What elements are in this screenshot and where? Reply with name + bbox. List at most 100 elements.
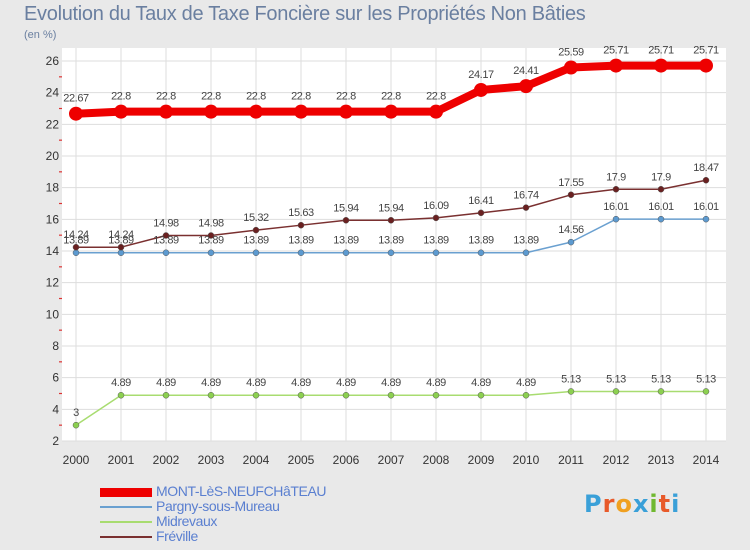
- data-point: [384, 104, 398, 119]
- y-tick-label: 16: [46, 212, 60, 226]
- data-label: 13.89: [423, 235, 449, 247]
- data-point: [162, 391, 170, 399]
- data-point: [252, 391, 260, 399]
- data-label: 13.89: [63, 235, 89, 247]
- data-point: [117, 391, 125, 399]
- data-label: 13.89: [243, 235, 269, 247]
- data-point: [474, 82, 488, 97]
- data-label: 17.9: [651, 171, 671, 183]
- data-point: [162, 249, 170, 256]
- y-tick-label: 6: [52, 371, 59, 385]
- data-label: 16.09: [423, 200, 449, 212]
- legend-label: MONT-LèS-NEUFCHâTEAU: [156, 483, 327, 499]
- x-tick-label: 2012: [603, 453, 630, 467]
- data-point: [72, 249, 80, 256]
- legend-label: Midrevaux: [156, 513, 217, 529]
- legend-item: Fréville: [100, 528, 400, 544]
- data-point: [159, 104, 173, 119]
- data-point: [702, 176, 710, 184]
- data-point: [477, 249, 485, 256]
- data-label: 17.55: [558, 177, 584, 189]
- data-point: [519, 79, 533, 94]
- legend-swatch: [100, 506, 152, 508]
- data-label: 22.8: [111, 91, 131, 103]
- data-label: 24.41: [513, 65, 539, 77]
- data-point: [114, 104, 128, 119]
- x-tick-label: 2014: [693, 453, 720, 467]
- data-point: [429, 104, 443, 119]
- data-label: 5.13: [651, 373, 671, 385]
- x-tick-label: 2009: [468, 453, 495, 467]
- x-tick-label: 2002: [153, 453, 180, 467]
- data-label: 14.98: [198, 217, 224, 229]
- legend-swatch: [100, 536, 152, 538]
- y-tick-label: 12: [46, 276, 60, 290]
- data-label: 13.89: [378, 235, 404, 247]
- legend-item: MONT-LèS-NEUFCHâTEAU: [100, 483, 400, 499]
- data-point: [72, 243, 80, 251]
- data-label: 13.89: [468, 235, 494, 247]
- data-point: [117, 249, 125, 256]
- x-tick-label: 2008: [423, 453, 450, 467]
- data-label: 16.74: [513, 190, 539, 202]
- data-label: 24.17: [468, 69, 494, 81]
- data-point: [342, 391, 350, 399]
- data-point: [564, 60, 578, 75]
- y-tick-label: 4: [52, 402, 59, 416]
- data-label: 16.41: [468, 195, 494, 207]
- data-label: 16.01: [603, 201, 629, 213]
- data-point: [72, 421, 80, 429]
- data-point: [657, 388, 665, 395]
- data-label: 4.89: [336, 377, 356, 389]
- data-point: [612, 215, 620, 223]
- data-point: [522, 204, 530, 211]
- y-tick-label: 10: [46, 307, 60, 321]
- data-point: [249, 104, 263, 119]
- data-label: 22.8: [246, 91, 266, 103]
- data-point: [699, 58, 713, 73]
- data-label: 13.89: [198, 235, 224, 247]
- data-label: 4.89: [516, 377, 536, 389]
- data-point: [432, 391, 440, 399]
- data-point: [612, 388, 620, 395]
- data-label: 25.71: [648, 45, 674, 57]
- data-label: 5.13: [696, 373, 716, 385]
- data-point: [567, 191, 575, 199]
- legend-swatch: [100, 521, 152, 523]
- y-tick-label: 26: [46, 54, 60, 68]
- x-tick-label: 2004: [243, 453, 270, 467]
- data-label: 22.8: [336, 91, 356, 103]
- data-point: [342, 217, 350, 224]
- data-label: 22.8: [201, 91, 221, 103]
- data-point: [204, 104, 218, 119]
- data-point: [702, 388, 710, 395]
- data-label: 15.94: [378, 202, 404, 214]
- data-label: 16.01: [693, 201, 719, 213]
- data-point: [342, 249, 350, 256]
- data-point: [432, 214, 440, 222]
- data-label: 14.98: [153, 217, 179, 229]
- data-label: 5.13: [561, 373, 581, 385]
- data-point: [522, 249, 530, 256]
- data-label: 4.89: [471, 377, 491, 389]
- x-tick-label: 2011: [558, 453, 584, 467]
- y-tick-label: 24: [46, 86, 60, 100]
- data-label: 22.67: [63, 93, 89, 105]
- chart-title: Evolution du Taux de Taxe Foncière sur l…: [24, 3, 586, 25]
- data-label: 22.8: [156, 91, 176, 103]
- data-point: [207, 249, 215, 256]
- data-label: 16.01: [648, 201, 674, 213]
- data-point: [387, 391, 395, 399]
- data-point: [567, 388, 575, 395]
- data-point: [567, 238, 575, 246]
- data-label: 13.89: [108, 235, 134, 247]
- data-label: 15.94: [333, 202, 359, 214]
- y-axis-unit-label: (en %): [24, 29, 57, 41]
- x-tick-label: 2007: [378, 453, 405, 467]
- data-point: [657, 215, 665, 223]
- data-label: 15.32: [243, 212, 269, 224]
- y-tick-label: 2: [52, 434, 59, 448]
- data-label: 18.47: [693, 162, 719, 174]
- data-point: [297, 249, 305, 256]
